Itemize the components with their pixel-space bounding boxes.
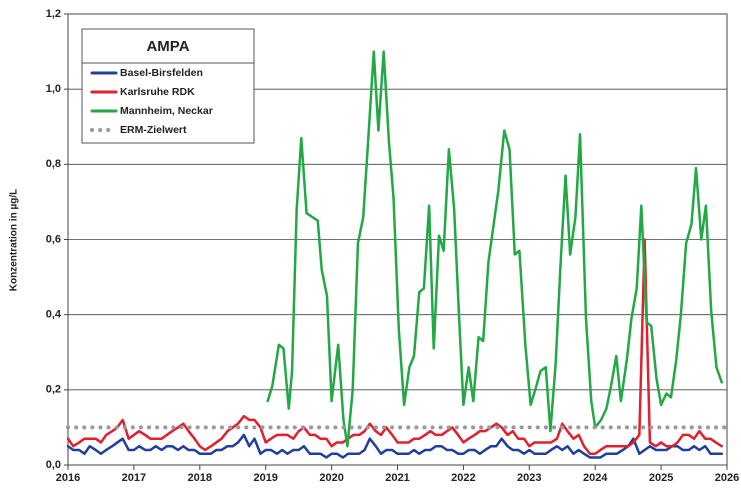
x-tick-label: 2016 <box>56 472 80 484</box>
x-tick-label: 2020 <box>319 472 343 484</box>
series-line <box>66 433 723 459</box>
x-tick-label: 2026 <box>715 472 739 484</box>
y-tick-label: 0,0 <box>46 459 61 471</box>
x-tick-label: 2022 <box>451 472 475 484</box>
legend-label: Basel-Birsfelden <box>120 67 203 79</box>
legend-label: Karlsruhe RDK <box>120 86 195 98</box>
x-tick-label: 2021 <box>385 472 409 484</box>
title-box <box>81 28 255 65</box>
y-tick-label: 0,2 <box>46 384 61 396</box>
x-tick-label: 2023 <box>517 472 541 484</box>
y-axis-label: Konzentration in µg/L <box>9 189 20 291</box>
x-tick-label: 2025 <box>649 472 673 484</box>
series-line <box>266 50 723 448</box>
y-tick-label: 0,4 <box>46 309 62 321</box>
legend-label: Mannheim, Neckar <box>120 105 213 117</box>
y-tick-label: 0,6 <box>46 233 61 245</box>
series-line <box>66 238 723 455</box>
x-tick-label: 2019 <box>253 472 277 484</box>
y-tick-label: 0,8 <box>46 158 61 170</box>
x-tick-label: 2018 <box>188 472 212 484</box>
legend: Basel-Birsfelden Karlsruhe RDK Mannheim, N… <box>81 62 255 144</box>
legend-box <box>81 62 255 144</box>
legend-label: ERM-Zielwert <box>120 124 187 136</box>
chart-title: AMPA <box>146 38 189 55</box>
x-tick-label: 2017 <box>122 472 146 484</box>
y-tick-label: 1,0 <box>46 83 61 95</box>
y-tick-label: 1,2 <box>46 8 61 20</box>
x-tick-label: 2024 <box>583 472 608 484</box>
